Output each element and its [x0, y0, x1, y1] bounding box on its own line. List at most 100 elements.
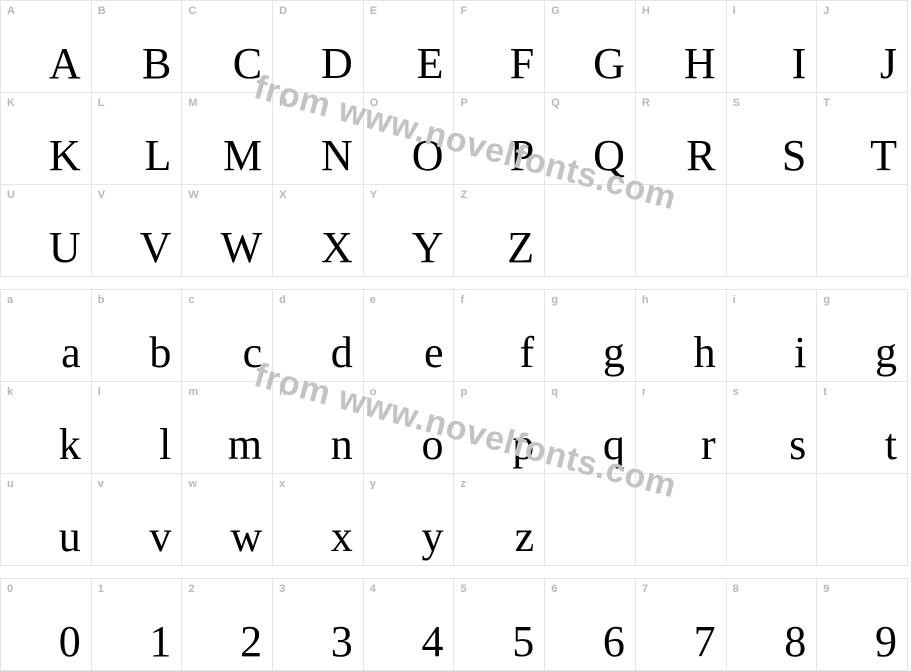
glyph-character: 7	[694, 620, 716, 664]
glyph-cell: vv	[92, 474, 183, 566]
glyph-cell-label: o	[370, 386, 377, 398]
glyph-character: Y	[412, 226, 444, 270]
glyph-character: C	[233, 42, 262, 86]
glyph-cell-label: g	[823, 294, 830, 306]
glyph-cell-label: h	[642, 294, 649, 306]
glyph-cell-label: I	[733, 5, 736, 17]
glyph-cell-label: C	[188, 5, 196, 17]
glyph-cell-label: 2	[188, 583, 194, 595]
glyph-character: W	[221, 226, 263, 270]
glyph-character: b	[149, 331, 171, 375]
glyph-cell-empty	[727, 185, 818, 277]
glyph-cell-empty	[545, 474, 636, 566]
glyph-cell-label: D	[279, 5, 287, 17]
glyph-cell: RR	[636, 93, 727, 185]
glyph-cell: 99	[817, 579, 908, 671]
glyph-character: v	[149, 515, 171, 559]
glyph-cell-label: p	[460, 386, 467, 398]
glyph-cell-label: 6	[551, 583, 557, 595]
glyph-character: k	[59, 423, 81, 467]
glyph-cell: BB	[92, 1, 183, 93]
glyph-cell: NN	[273, 93, 364, 185]
glyph-cell: OO	[364, 93, 455, 185]
glyph-cell: VV	[92, 185, 183, 277]
glyph-cell: SS	[727, 93, 818, 185]
glyph-cell-label: z	[460, 478, 466, 490]
glyph-cell-label: c	[188, 294, 194, 306]
glyph-character: H	[684, 42, 716, 86]
glyph-cell: xx	[273, 474, 364, 566]
glyph-character: V	[140, 226, 172, 270]
glyph-cell: YY	[364, 185, 455, 277]
glyph-cell-label: G	[551, 5, 560, 17]
glyph-cell: UU	[1, 185, 92, 277]
glyph-cell-label: a	[7, 294, 13, 306]
glyph-cell: PP	[454, 93, 545, 185]
glyph-character: B	[142, 42, 171, 86]
glyph-character: 0	[59, 620, 81, 664]
glyph-character: O	[412, 134, 444, 178]
glyph-cell: gg	[817, 290, 908, 382]
glyph-cell-empty	[817, 474, 908, 566]
glyph-cell: 88	[727, 579, 818, 671]
glyph-cell: AA	[1, 1, 92, 93]
glyph-character: q	[603, 423, 625, 467]
glyph-cell-label: 5	[460, 583, 466, 595]
glyph-cell: zz	[454, 474, 545, 566]
glyph-cell-label: F	[460, 5, 467, 17]
glyph-character: i	[794, 331, 806, 375]
glyph-cell: 77	[636, 579, 727, 671]
glyph-cell-label: 4	[370, 583, 376, 595]
glyph-cell: tt	[817, 382, 908, 474]
glyph-cell-label: b	[98, 294, 105, 306]
glyph-cell: JJ	[817, 1, 908, 93]
glyph-cell-label: H	[642, 5, 650, 17]
charmap-container: AABBCCDDEEFFGGHHIIJJKKLLMMNNOOPPQQRRSSTT…	[0, 0, 911, 671]
glyph-cell: QQ	[545, 93, 636, 185]
glyph-character: T	[870, 134, 897, 178]
glyph-cell: 55	[454, 579, 545, 671]
glyph-character: F	[510, 42, 534, 86]
glyph-character: 1	[149, 620, 171, 664]
glyph-cell-label: J	[823, 5, 829, 17]
glyph-character: t	[885, 423, 897, 467]
glyph-cell: dd	[273, 290, 364, 382]
glyph-cell: WW	[182, 185, 273, 277]
glyph-cell: ss	[727, 382, 818, 474]
glyph-cell-label: T	[823, 97, 830, 109]
glyph-cell: ww	[182, 474, 273, 566]
glyph-character: S	[782, 134, 806, 178]
glyph-character: Q	[593, 134, 625, 178]
glyph-character: d	[331, 331, 353, 375]
glyph-cell-empty	[636, 185, 727, 277]
glyph-cell-label: Y	[370, 189, 377, 201]
glyph-character: 8	[784, 620, 806, 664]
uppercase-grid: AABBCCDDEEFFGGHHIIJJKKLLMMNNOOPPQQRRSSTT…	[0, 0, 908, 277]
glyph-character: J	[880, 42, 897, 86]
glyph-cell: cc	[182, 290, 273, 382]
glyph-cell-label: E	[370, 5, 377, 17]
glyph-cell: GG	[545, 1, 636, 93]
lowercase-grid: aabbccddeeffgghhiiggkkllmmnnooppqqrrsstt…	[0, 289, 908, 566]
glyph-character: f	[520, 331, 535, 375]
glyph-character: 9	[875, 620, 897, 664]
glyph-character: 3	[331, 620, 353, 664]
glyph-character: x	[331, 515, 353, 559]
glyph-character: y	[421, 515, 443, 559]
glyph-cell-empty	[727, 474, 818, 566]
glyph-cell: ZZ	[454, 185, 545, 277]
glyph-cell: FF	[454, 1, 545, 93]
glyph-cell: EE	[364, 1, 455, 93]
glyph-character: Z	[507, 226, 534, 270]
glyph-character: X	[321, 226, 353, 270]
glyph-cell-label: 7	[642, 583, 648, 595]
glyph-cell-label: i	[733, 294, 736, 306]
glyph-character: U	[49, 226, 81, 270]
glyph-cell: HH	[636, 1, 727, 93]
glyph-cell-label: f	[460, 294, 464, 306]
glyph-cell: 00	[1, 579, 92, 671]
glyph-character: L	[145, 134, 172, 178]
glyph-cell-label: R	[642, 97, 650, 109]
glyph-character: l	[159, 423, 171, 467]
glyph-cell-empty	[636, 474, 727, 566]
